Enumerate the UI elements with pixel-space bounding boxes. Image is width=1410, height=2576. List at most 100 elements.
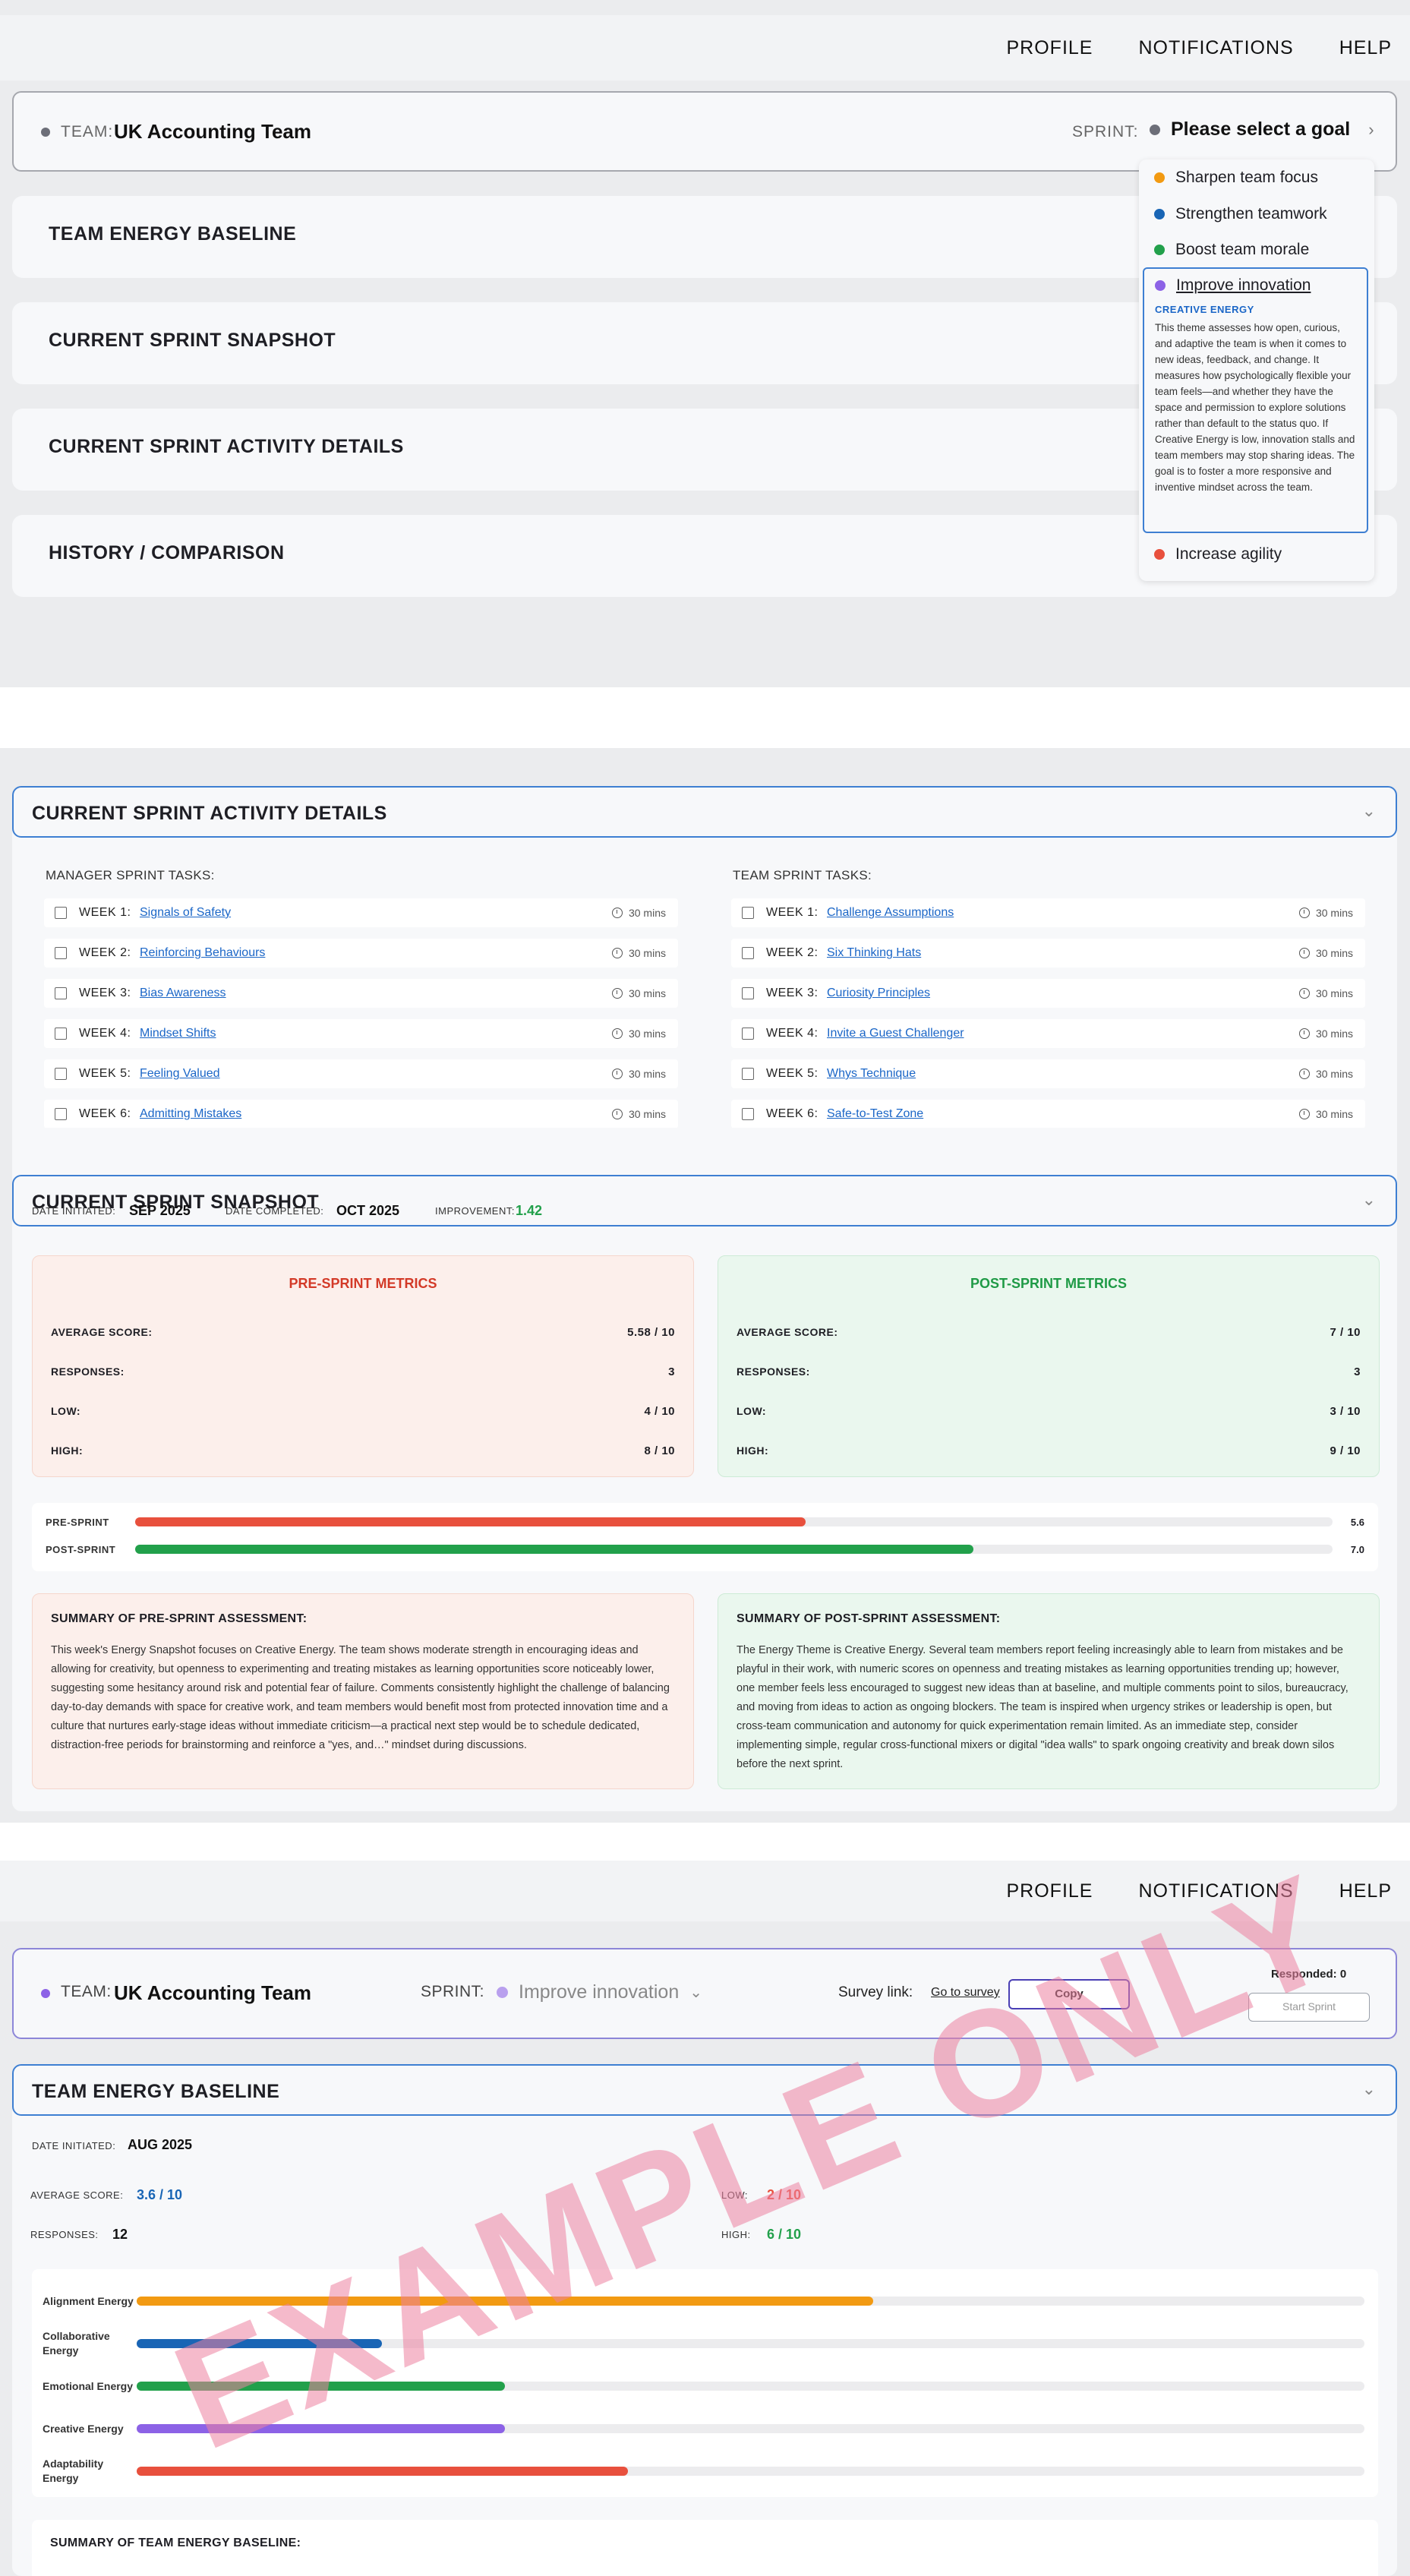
bar-label: PRE-SPRINT bbox=[46, 1516, 109, 1528]
team-label: TEAM: bbox=[61, 1983, 112, 2000]
post-sprint-bar: POST-SPRINT 7.0 bbox=[46, 1542, 1364, 1557]
average-score-label: AVERAGE SCORE: bbox=[30, 2189, 124, 2201]
goal-option-increase-agility[interactable]: Increase agility bbox=[1154, 545, 1282, 564]
chevron-down-icon: ⌄ bbox=[1361, 2079, 1376, 2098]
goal-option-strengthen-teamwork[interactable]: Strengthen teamwork bbox=[1154, 205, 1327, 223]
bar-fill bbox=[135, 1545, 973, 1554]
goal-option-label: Increase agility bbox=[1175, 545, 1282, 563]
clock-icon bbox=[1298, 908, 1310, 918]
task-link[interactable]: Admitting Mistakes bbox=[140, 1107, 242, 1120]
blue-dot-icon bbox=[1154, 209, 1165, 219]
nav-profile[interactable]: PROFILE bbox=[1006, 36, 1093, 58]
nav-help[interactable]: HELP bbox=[1339, 1880, 1392, 1902]
task-link[interactable]: Invite a Guest Challenger bbox=[827, 1027, 964, 1040]
goal-option-boost-morale[interactable]: Boost team morale bbox=[1154, 241, 1309, 259]
task-checkbox[interactable] bbox=[55, 987, 67, 999]
bar-value: 7.0 bbox=[1350, 1543, 1364, 1555]
pre-sprint-summary: SUMMARY OF PRE-SPRINT ASSESSMENT: This w… bbox=[32, 1593, 694, 1789]
clock-icon bbox=[1298, 1109, 1310, 1119]
goal-option-improve-innovation[interactable]: Improve innovation CREATIVE ENERGY This … bbox=[1143, 267, 1368, 533]
task-checkbox[interactable] bbox=[742, 907, 754, 919]
energy-bars: Alignment Energy Collaborative Energy Emot… bbox=[32, 2269, 1378, 2497]
red-dot-icon bbox=[1154, 549, 1165, 560]
task-row: WEEK 1: Challenge Assumptions 30 mins bbox=[731, 898, 1365, 927]
post-summary-title: SUMMARY OF POST-SPRINT ASSESSMENT: bbox=[737, 1612, 1001, 1625]
bar-label: POST-SPRINT bbox=[46, 1543, 116, 1555]
task-checkbox[interactable] bbox=[55, 1068, 67, 1080]
date-completed-value: OCT 2025 bbox=[336, 1203, 400, 1218]
task-link[interactable]: Six Thinking Hats bbox=[827, 946, 922, 959]
nav-notifications[interactable]: NOTIFICATIONS bbox=[1138, 36, 1294, 58]
task-week: WEEK 2: bbox=[79, 946, 131, 959]
low-value: 2 / 10 bbox=[767, 2187, 802, 2202]
nav-profile[interactable]: PROFILE bbox=[1006, 1880, 1093, 1902]
energy-track bbox=[137, 2339, 1364, 2348]
team-dot-icon bbox=[41, 1989, 50, 1998]
baseline-summary-title: SUMMARY OF TEAM ENERGY BASELINE: bbox=[50, 2537, 301, 2549]
survey-link[interactable]: Go to survey bbox=[931, 1986, 1000, 1999]
average-score-value: 3.6 / 10 bbox=[137, 2187, 183, 2202]
sprint-label: SPRINT: bbox=[421, 1983, 485, 2000]
survey-link-label: Survey link: bbox=[838, 1984, 913, 2000]
responses-label: RESPONSES: bbox=[30, 2229, 99, 2240]
task-link[interactable]: Reinforcing Behaviours bbox=[140, 946, 266, 959]
task-checkbox[interactable] bbox=[742, 947, 754, 959]
energy-track bbox=[137, 2467, 1364, 2476]
task-link[interactable]: Feeling Valued bbox=[140, 1067, 220, 1080]
metric-row: AVERAGE SCORE: 7 / 10 bbox=[737, 1326, 1361, 1339]
baseline-header[interactable]: TEAM ENERGY BASELINE ⌄ bbox=[12, 2064, 1397, 2116]
clock-icon bbox=[611, 988, 623, 999]
activity-details-header[interactable]: CURRENT SPRINT ACTIVITY DETAILS ⌄ bbox=[12, 786, 1397, 838]
task-week: WEEK 5: bbox=[766, 1067, 819, 1080]
clock-icon bbox=[1298, 948, 1310, 958]
task-link[interactable]: Bias Awareness bbox=[140, 987, 226, 999]
green-dot-icon bbox=[1154, 245, 1165, 255]
task-link[interactable]: Challenge Assumptions bbox=[827, 906, 954, 919]
task-duration: 30 mins bbox=[1298, 1028, 1353, 1040]
task-checkbox[interactable] bbox=[55, 947, 67, 959]
start-sprint-button[interactable]: Start Sprint bbox=[1248, 1993, 1370, 2022]
nav-help[interactable]: HELP bbox=[1339, 36, 1392, 58]
task-checkbox[interactable] bbox=[55, 1108, 67, 1120]
energy-row: Alignment Energy bbox=[43, 2286, 1364, 2316]
task-duration: 30 mins bbox=[611, 907, 666, 919]
task-row: WEEK 5: Feeling Valued 30 mins bbox=[44, 1059, 678, 1088]
goal-option-sharpen-focus[interactable]: Sharpen team focus bbox=[1154, 169, 1318, 187]
sprint-goal-select[interactable]: Please select a goal › bbox=[1150, 118, 1374, 140]
task-checkbox[interactable] bbox=[742, 987, 754, 999]
metric-row: RESPONSES: 3 bbox=[737, 1365, 1361, 1378]
task-week: WEEK 1: bbox=[79, 906, 131, 919]
energy-fill bbox=[137, 2297, 874, 2306]
view-separator bbox=[0, 687, 1410, 748]
task-week: WEEK 3: bbox=[766, 987, 819, 999]
baseline-view: PROFILE NOTIFICATIONS HELP TEAM: UK Acco… bbox=[0, 1823, 1410, 2576]
purple-dot-icon bbox=[497, 1987, 508, 1998]
task-link[interactable]: Signals of Safety bbox=[140, 906, 232, 919]
task-link[interactable]: Mindset Shifts bbox=[140, 1027, 216, 1040]
accordion-title: TEAM ENERGY BASELINE bbox=[49, 223, 297, 245]
task-link[interactable]: Whys Technique bbox=[827, 1067, 916, 1080]
date-initiated-label: DATE INITIATED: bbox=[32, 1205, 116, 1217]
metric-row: AVERAGE SCORE: 5.58 / 10 bbox=[51, 1326, 675, 1339]
sprint-goal-select[interactable]: Improve innovation ⌄ bbox=[497, 1981, 702, 2003]
task-checkbox[interactable] bbox=[742, 1108, 754, 1120]
task-checkbox[interactable] bbox=[55, 907, 67, 919]
task-checkbox[interactable] bbox=[742, 1068, 754, 1080]
task-link[interactable]: Safe-to-Test Zone bbox=[827, 1107, 924, 1120]
accordion-title: CURRENT SPRINT ACTIVITY DETAILS bbox=[49, 436, 404, 457]
clock-icon bbox=[611, 1028, 623, 1039]
energy-label: Alignment Energy bbox=[43, 2294, 134, 2307]
energy-track bbox=[137, 2297, 1364, 2306]
energy-row: Emotional Energy bbox=[43, 2371, 1364, 2401]
task-duration: 30 mins bbox=[1298, 987, 1353, 999]
top-nav: PROFILE NOTIFICATIONS HELP bbox=[0, 1861, 1410, 1921]
improvement-value: 1.42 bbox=[516, 1203, 543, 1218]
copy-button[interactable]: Copy bbox=[1008, 1979, 1130, 2009]
task-link[interactable]: Curiosity Principles bbox=[827, 987, 931, 999]
task-checkbox[interactable] bbox=[55, 1028, 67, 1040]
nav-notifications[interactable]: NOTIFICATIONS bbox=[1138, 1880, 1294, 1902]
task-week: WEEK 3: bbox=[79, 987, 131, 999]
tooltip-caption: CREATIVE ENERGY bbox=[1155, 304, 1254, 315]
snapshot-header[interactable]: CURRENT SPRINT SNAPSHOT ⌄ bbox=[12, 1175, 1397, 1226]
task-checkbox[interactable] bbox=[742, 1028, 754, 1040]
